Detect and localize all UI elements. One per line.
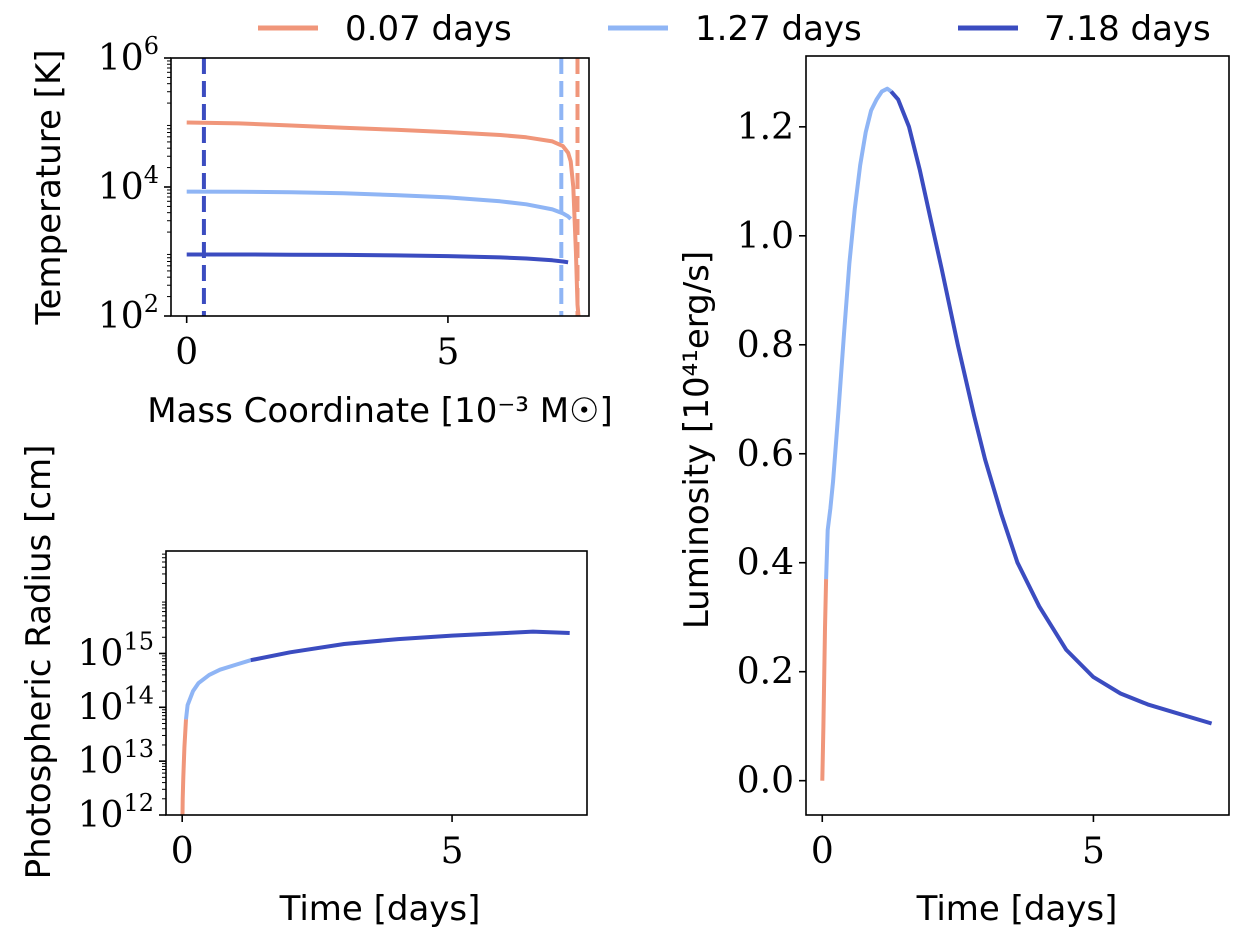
radius-ytick-label: 1014 [78,681,154,728]
luminosity-panel: 0 5 0.0 0.2 0.4 0.6 0.8 1.0 1.2 Time [days] Lumino… [677,55,1230,929]
luminosity-ytick-label: 1.0 [737,216,794,257]
luminosity-ytick-label: 0.8 [737,325,794,366]
temperature-xtick-label: 0 [175,332,198,373]
temperature-ytick-label: 104 [98,161,159,208]
legend-label: 7.18 days [1044,9,1211,49]
luminosity-axes-frame [805,55,1230,816]
temperature-ylabel: Temperature [K] [29,49,69,325]
radius-panel: 0 5 1012 1013 1014 1015 Time [days] Photospheri… [19,445,588,929]
temperature-plot-area [186,58,581,316]
legend: 0.07 days 1.27 days 7.18 days [258,9,1211,49]
legend-label: 0.07 days [345,9,512,49]
luminosity-ytick-label: 0.2 [737,652,794,693]
temperature-xlabel: Mass Coordinate [10⁻³ M☉] [147,391,613,431]
radius-ytick-label: 1012 [78,789,154,836]
luminosity-ytick-label: 0.0 [737,761,794,802]
radius-xtick-label: 0 [171,831,194,872]
temperature-series-2 [186,252,569,265]
luminosity-xlabel: Time [days] [916,889,1118,929]
luminosity-series-2 [889,90,1213,726]
radius-ylabel: Photospheric Radius [cm] [19,445,59,880]
temperature-series-0 [186,120,581,316]
temperature-ytick-label: 106 [98,32,159,79]
radius-series-1 [184,658,252,720]
radius-xlabel: Time [days] [279,889,481,929]
luminosity-series-1 [824,86,893,580]
radius-ytick-label: 1015 [78,627,154,674]
luminosity-ytick-label: 1.2 [737,107,794,148]
radius-axes-frame [165,550,588,816]
luminosity-xtick-label: 0 [811,831,834,872]
temperature-xtick-label: 5 [436,332,459,373]
radius-plot-area [180,629,570,815]
temperature-ytick-label: 102 [98,290,159,337]
radius-ytick-label: 1013 [78,735,154,782]
luminosity-xtick-label: 5 [1082,831,1105,872]
radius-series-2 [250,629,570,663]
luminosity-plot-area [820,86,1213,781]
legend-label: 1.27 days [695,9,862,49]
radius-xtick-label: 5 [441,831,464,872]
luminosity-ylabel: Luminosity [10⁴¹erg/s] [677,251,717,629]
temperature-series-1 [186,189,573,221]
radius-series-0 [180,719,188,815]
luminosity-series-0 [820,579,829,781]
luminosity-ytick-label: 0.6 [737,434,794,475]
temperature-axes-frame [170,57,590,317]
luminosity-ytick-label: 0.4 [737,543,794,584]
temperature-panel: 0 5 102 104 106 Mass Coordinate [10⁻³ M☉] Temp… [29,32,613,431]
